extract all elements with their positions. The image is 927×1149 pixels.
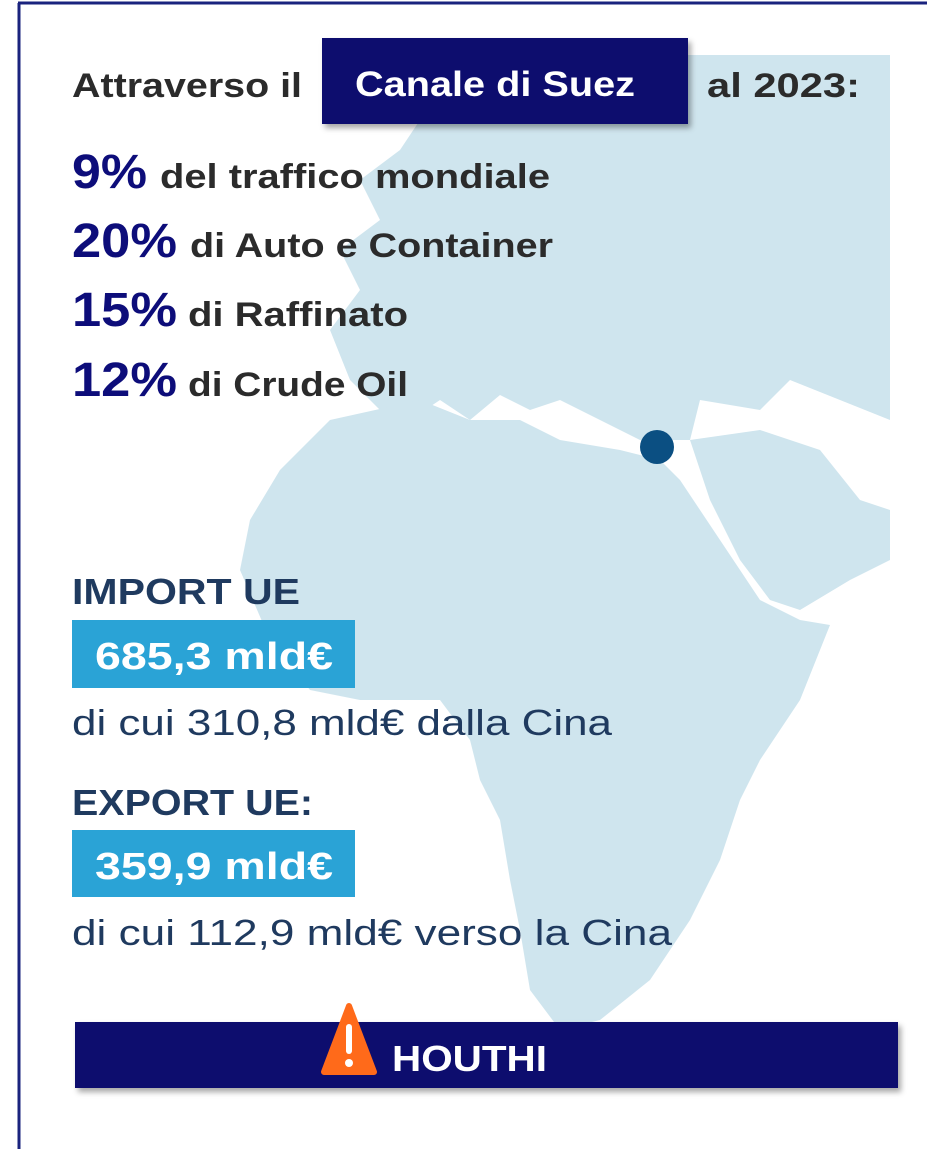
africa bbox=[240, 400, 830, 1030]
header-highlight: Canale di Suez bbox=[355, 65, 635, 104]
stat-label: di Crude Oil bbox=[188, 366, 408, 404]
alert-bar bbox=[75, 1022, 898, 1088]
export-title: EXPORT UE: bbox=[72, 782, 313, 823]
arabia bbox=[690, 430, 890, 610]
import-amount-box bbox=[72, 620, 355, 688]
import-note: di cui 310,8 mld€ dalla Cina bbox=[72, 702, 613, 743]
header-suffix: al 2023: bbox=[707, 67, 860, 105]
export-amount: 359,9 mld€ bbox=[95, 846, 333, 888]
export-amount-box bbox=[72, 830, 355, 897]
stat-label: del traffico mondiale bbox=[160, 158, 550, 196]
alert-label: HOUTHI bbox=[392, 1038, 547, 1079]
stat-value: 12% bbox=[72, 354, 177, 407]
map bbox=[240, 55, 890, 1030]
europe bbox=[330, 55, 890, 440]
suez-marker bbox=[640, 430, 674, 464]
header-prefix: Attraverso il bbox=[72, 67, 302, 105]
warning-dot bbox=[345, 1059, 353, 1067]
stat-value: 15% bbox=[72, 284, 177, 337]
stat-value: 9% bbox=[72, 146, 147, 199]
export-note: di cui 112,9 mld€ verso la Cina bbox=[72, 912, 673, 953]
stat-value: 20% bbox=[72, 215, 177, 268]
import-amount: 685,3 mld€ bbox=[95, 636, 333, 678]
stat-label: di Auto e Container bbox=[190, 227, 553, 265]
stat-label: di Raffinato bbox=[188, 296, 408, 334]
warning-mark bbox=[346, 1024, 352, 1054]
import-title: IMPORT UE bbox=[72, 571, 300, 612]
header-highlight-box bbox=[322, 38, 688, 124]
